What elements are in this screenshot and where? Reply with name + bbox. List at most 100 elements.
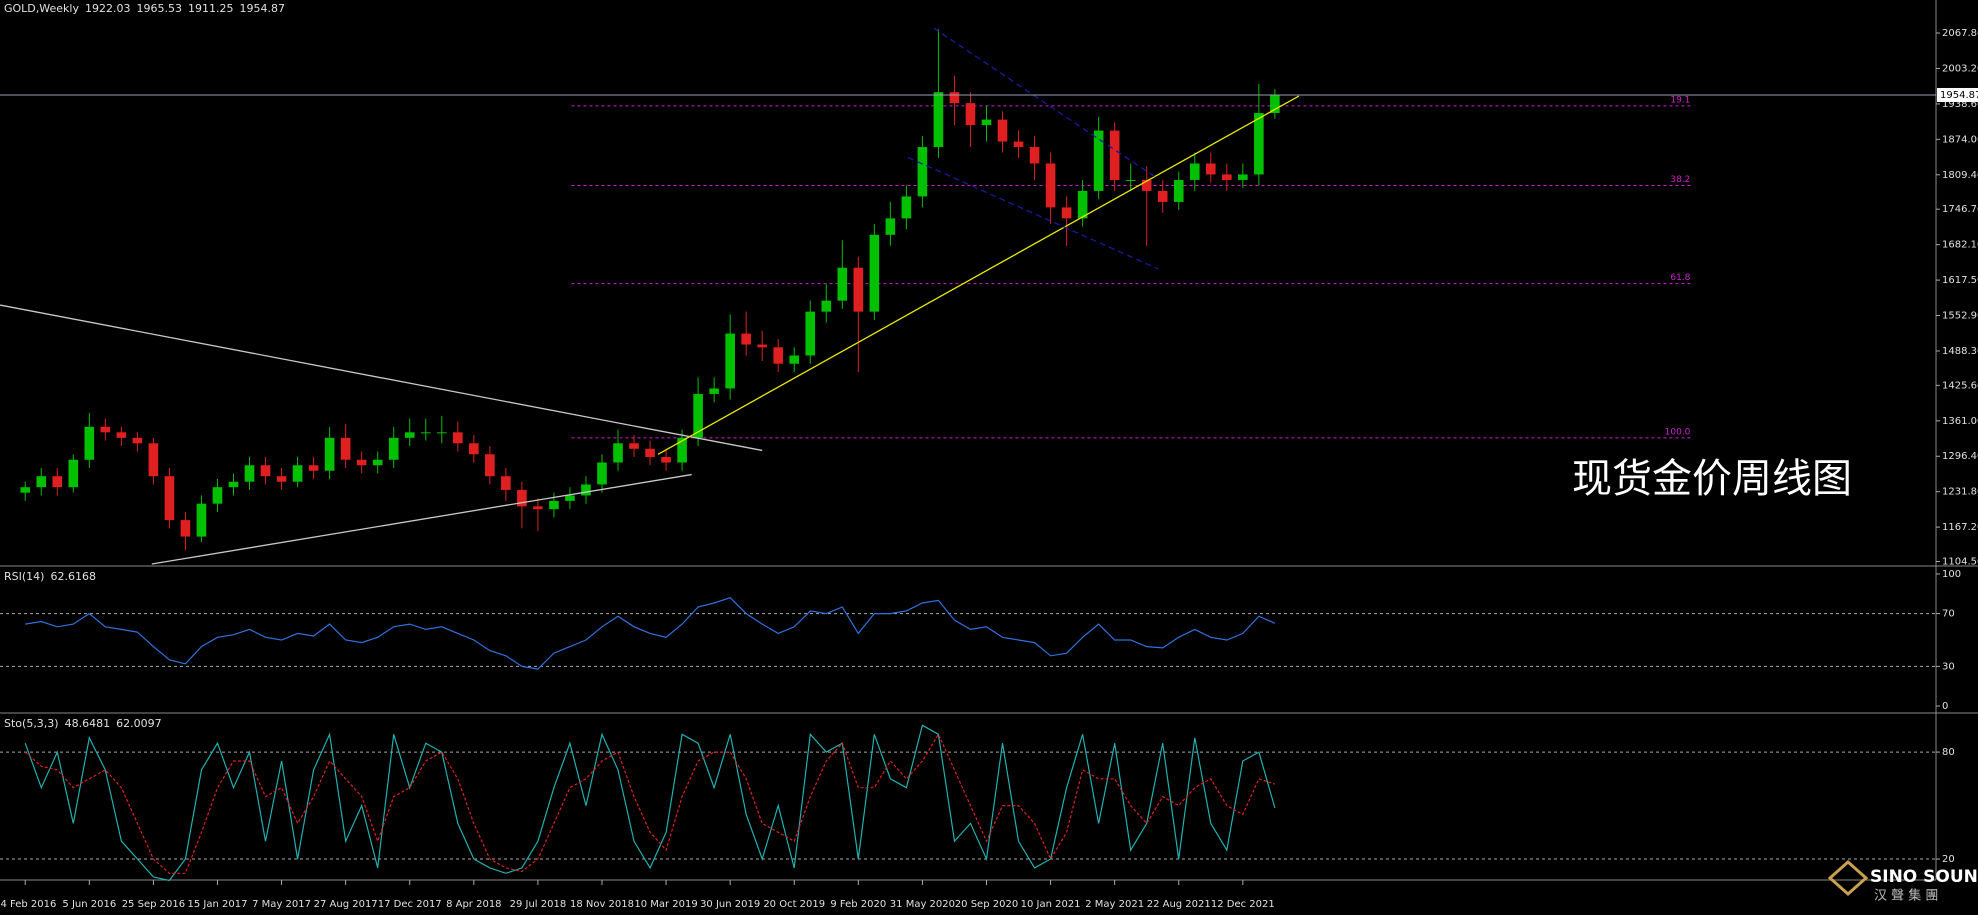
candle-body — [677, 437, 687, 463]
x-tick-label: 14 Feb 2016 — [0, 899, 56, 910]
candle-body — [885, 218, 896, 235]
candle-body — [853, 267, 864, 312]
candle-body — [789, 355, 800, 364]
candle-body — [837, 267, 848, 301]
candle-body — [997, 119, 1008, 142]
candle-body — [709, 388, 719, 394]
y-tick-label: 1231.80 — [1942, 487, 1978, 498]
header-item: 62.0097 — [116, 717, 162, 730]
y-tick-label: 0 — [1942, 701, 1948, 712]
trendline — [907, 156, 1159, 270]
x-tick-label: 17 Dec 2017 — [378, 899, 442, 910]
candle-body — [565, 495, 575, 501]
candle-body — [1029, 147, 1040, 164]
candle-body — [196, 503, 207, 537]
y-tick-label: 1361.00 — [1942, 416, 1978, 427]
panel-header: RSI(14) 62.6168 — [4, 570, 96, 583]
x-tick-label: 10 Mar 2019 — [634, 899, 697, 910]
candle-body — [965, 103, 976, 126]
candle-body — [645, 448, 655, 458]
candle-body — [180, 520, 191, 537]
x-tick-label: 2 May 2021 — [1085, 899, 1144, 910]
candle-body — [100, 426, 111, 433]
y-tick-label: 2067.80 — [1942, 28, 1978, 39]
x-tick-label: 12 Dec 2021 — [1211, 899, 1275, 910]
header-item: 62.6168 — [50, 570, 96, 583]
candle-body — [821, 300, 832, 312]
candle-body — [164, 476, 175, 521]
candle-body — [773, 347, 784, 364]
candle-body — [613, 443, 623, 463]
trendline — [0, 304, 763, 452]
x-tick-label: 8 Apr 2018 — [446, 899, 501, 910]
candle-body — [228, 481, 239, 488]
panel-header: Sto(5,3,3) 48.6481 62.0097 — [4, 717, 162, 730]
fib-label: 61.8 — [1670, 273, 1690, 283]
candle-body — [116, 432, 127, 438]
indicator-line — [25, 597, 1276, 670]
candle-body — [597, 462, 607, 485]
header-item: 1954.87 — [239, 2, 285, 15]
candle-body — [485, 454, 495, 477]
candle-body — [52, 476, 63, 488]
candle-body — [1222, 174, 1232, 180]
candle-body — [917, 147, 928, 197]
x-tick-label: 9 Feb 2020 — [830, 899, 886, 910]
logo-icon — [1827, 859, 1869, 897]
candle-body — [805, 311, 816, 356]
candle-body — [949, 92, 960, 104]
candle-body — [1205, 163, 1216, 175]
y-tick-label: 1552.90 — [1942, 311, 1978, 322]
candle-body — [1077, 190, 1088, 219]
candle-body — [1189, 163, 1200, 180]
fib-label: 19.1 — [1670, 95, 1690, 105]
candle-body — [20, 487, 31, 493]
candle-body — [629, 443, 639, 449]
candle-body — [1013, 141, 1024, 148]
x-tick-label: 29 Jul 2018 — [510, 899, 567, 910]
x-tick-label: 20 Sep 2020 — [955, 899, 1018, 910]
header-item: Sto(5,3,3) — [4, 717, 59, 730]
x-tick-label: 25 Sep 2016 — [122, 899, 185, 910]
candle-body — [308, 465, 319, 471]
candle-body — [517, 489, 527, 507]
candle-body — [292, 465, 303, 482]
candle-body — [452, 432, 463, 444]
trendline — [657, 95, 1300, 455]
candle-body — [68, 459, 79, 488]
x-tick-label: 7 May 2017 — [252, 899, 311, 910]
current-price-box — [1937, 87, 1978, 102]
candle-body — [741, 333, 751, 345]
candle-body — [244, 465, 255, 482]
x-tick-label: 22 Aug 2021 — [1147, 899, 1211, 910]
candle-body — [501, 476, 511, 490]
y-tick-label: 1874.00 — [1942, 134, 1978, 145]
logo-sub: 汉 聲 集 團 — [1874, 888, 1938, 904]
watermark: 现货金价周线图 — [1572, 456, 1852, 502]
y-tick-label: 100 — [1942, 569, 1961, 580]
y-tick-label: 1296.40 — [1942, 451, 1978, 462]
candle-body — [84, 426, 95, 460]
y-tick-label: 1809.40 — [1942, 170, 1978, 181]
candle-body — [533, 506, 543, 510]
y-tick-label: 1682.10 — [1942, 240, 1978, 251]
candle-body — [1125, 179, 1136, 181]
x-tick-label: 5 Jun 2016 — [62, 899, 116, 910]
trendline — [151, 473, 692, 565]
y-tick-label: 1746.70 — [1942, 204, 1978, 215]
candle-body — [340, 437, 351, 460]
candle-body — [1173, 179, 1184, 202]
candle-body — [1238, 174, 1248, 180]
x-tick-label: 27 Aug 2017 — [314, 899, 378, 910]
candle-body — [1270, 94, 1280, 114]
header-item: 1911.25 — [188, 2, 234, 15]
candle-body — [372, 459, 383, 466]
x-tick-label: 31 May 2020 — [890, 899, 955, 910]
candle-body — [260, 465, 271, 477]
candle-body — [661, 457, 671, 463]
y-tick-label: 1167.20 — [1942, 522, 1978, 533]
candle-body — [1045, 163, 1056, 208]
y-tick-label: 80 — [1942, 747, 1955, 758]
candle-body — [132, 437, 143, 444]
